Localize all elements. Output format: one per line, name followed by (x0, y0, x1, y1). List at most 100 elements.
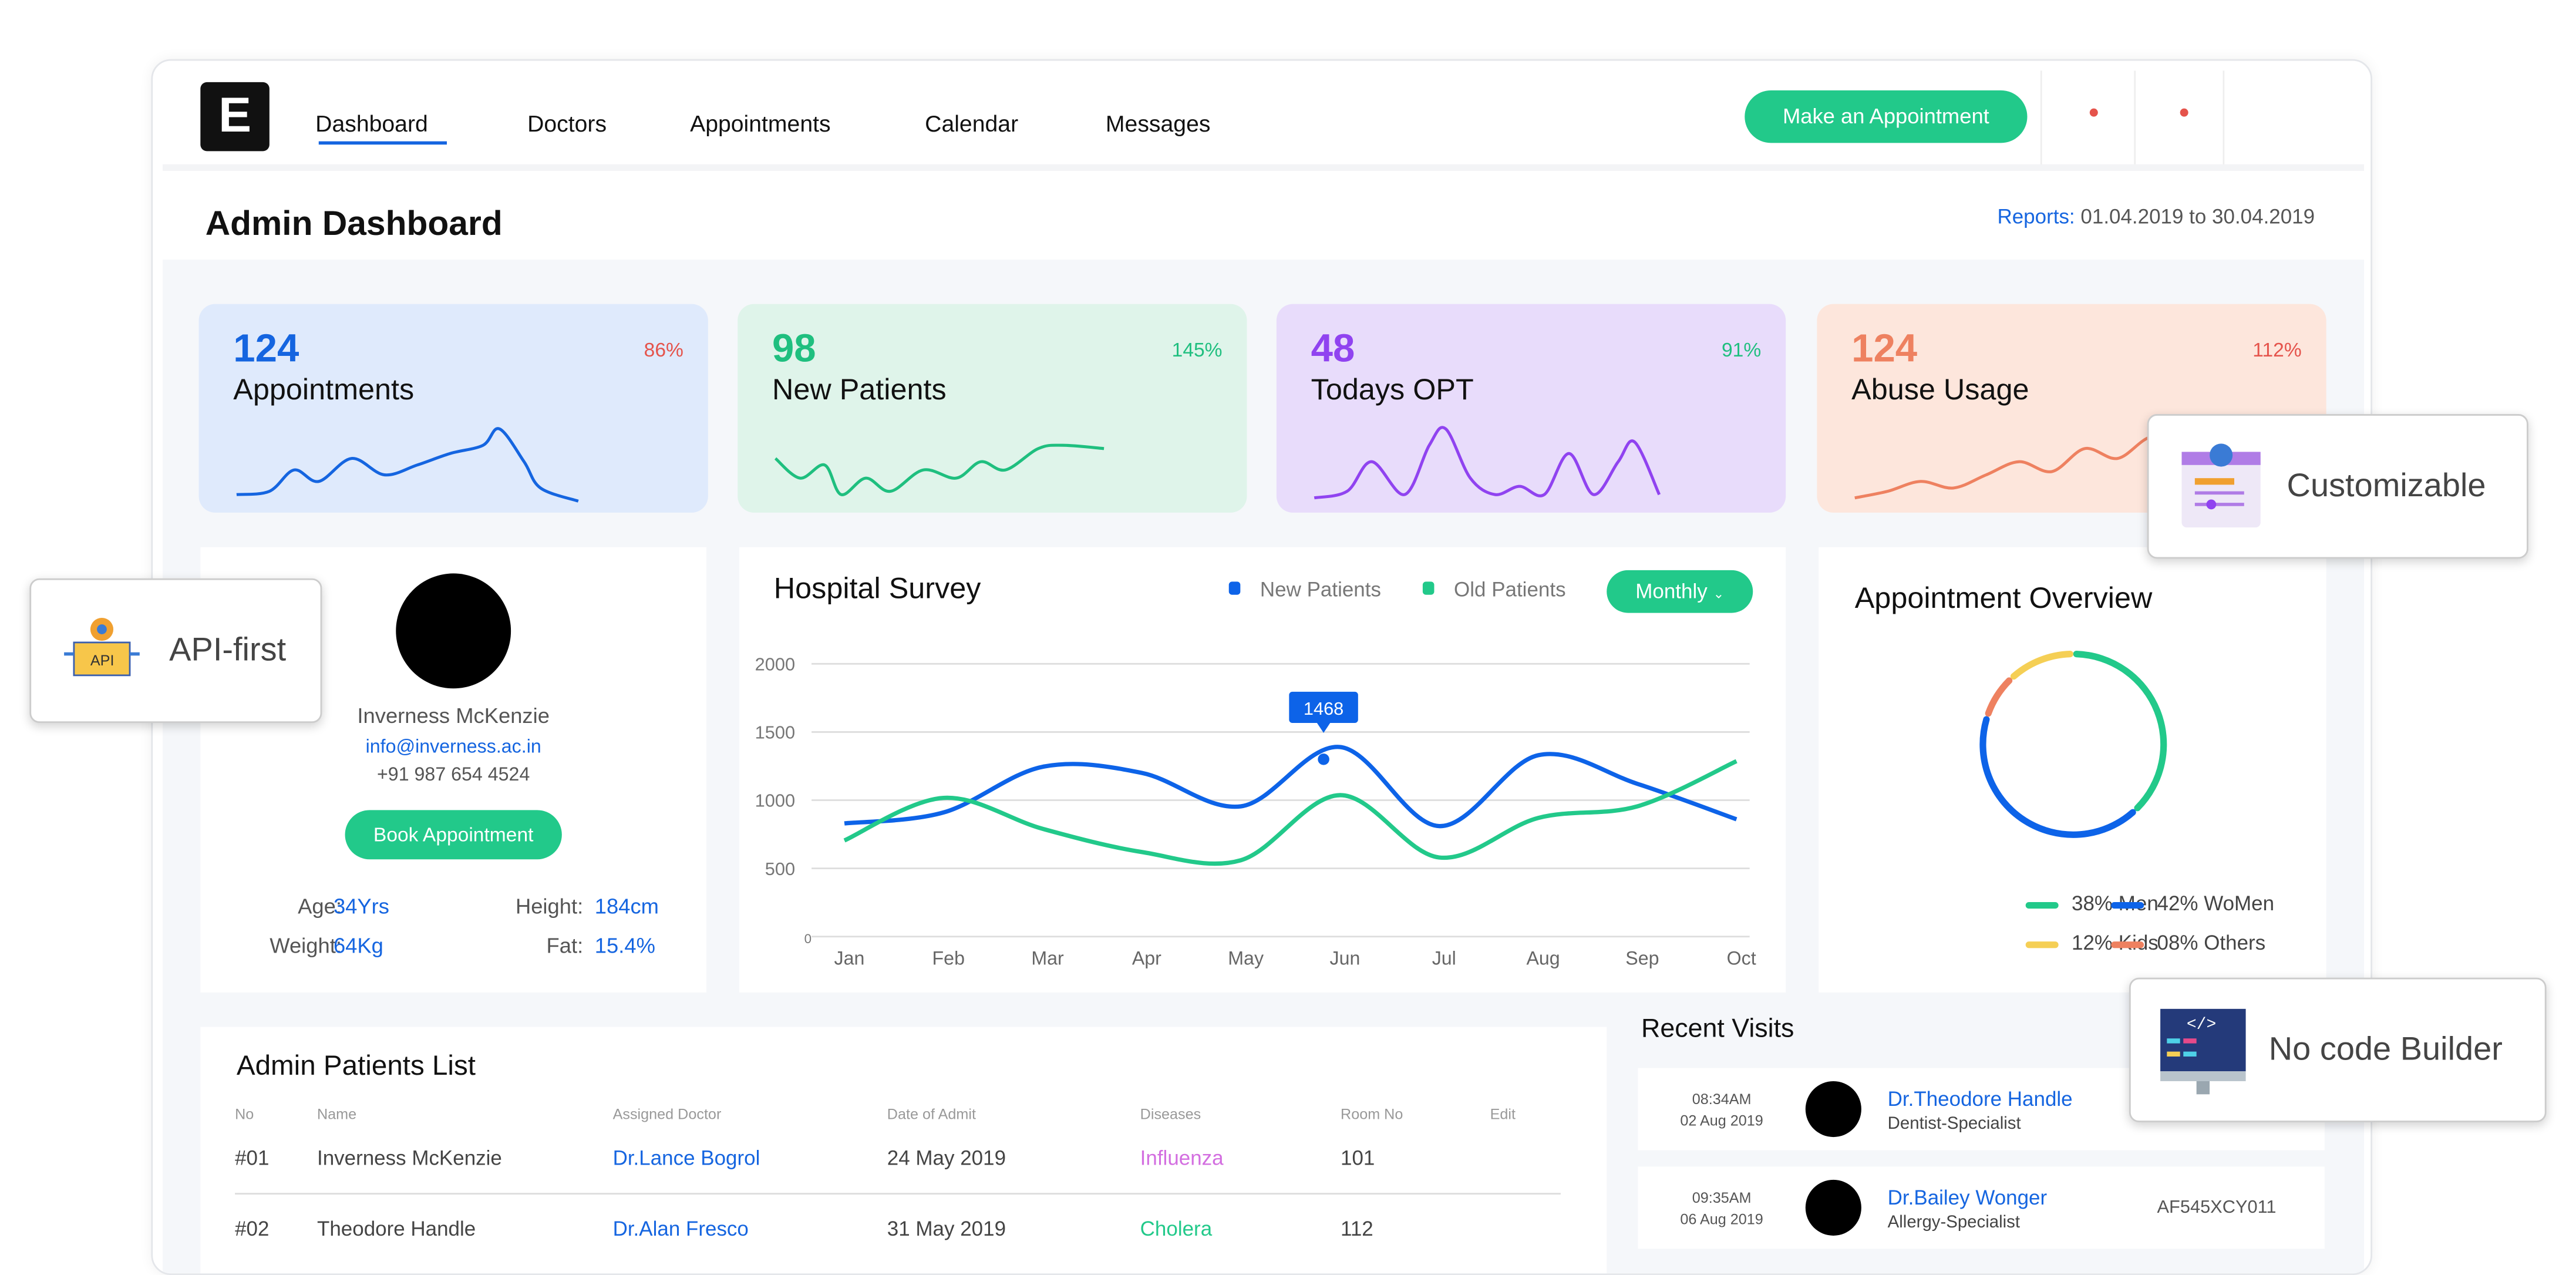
visit-doctor[interactable]: Dr.Theodore Handle (1887, 1088, 2073, 1111)
profile-phone: +91 987 654 4524 (377, 765, 530, 786)
sparkline (1854, 435, 2184, 500)
x-tick-label: Jun (1330, 947, 1361, 968)
stat-label: Appointments (233, 373, 415, 406)
height-label: Height: (515, 894, 584, 919)
column-header: Name (316, 1105, 357, 1122)
cell-room: 101 (1341, 1146, 1375, 1170)
code-monitor-icon: </> (2160, 1008, 2246, 1095)
appointment-overview-card: Appointment Overview 38% Men42% WoMen12%… (1819, 547, 2326, 993)
nav-dashboard[interactable]: Dashboard (315, 110, 428, 137)
cell-date: 24 May 2019 (887, 1146, 1006, 1170)
divider (2223, 70, 2225, 166)
reports-label: Reports: (1997, 205, 2075, 228)
notification-icon[interactable] (2089, 108, 2098, 117)
stat-change: 91% (1722, 338, 1762, 362)
sparkline (1314, 426, 1661, 500)
message-icon[interactable] (2180, 108, 2188, 117)
visit-time: 08:34AM (1692, 1091, 1752, 1108)
data-point (1736, 761, 1737, 762)
profile-email[interactable]: info@inverness.ac.in (365, 738, 541, 758)
api-first-label: API-first (169, 633, 287, 669)
donut-chart (1979, 651, 2167, 838)
overview-legend-item: 42% WoMen (2111, 892, 2274, 915)
visit-doctor[interactable]: Dr.Bailey Wonger (1887, 1186, 2048, 1210)
y-tick-label: 500 (765, 859, 795, 879)
period-dropdown[interactable]: Monthly ⌄ (1607, 570, 1753, 613)
svg-text:</>: </> (2187, 1015, 2216, 1034)
legend-old-patients: Old Patients (1454, 578, 1566, 601)
x-tick-label: May (1228, 947, 1264, 968)
no-code-builder-badge: </> No code Builder (2129, 977, 2547, 1122)
stat-change: 145% (1171, 338, 1223, 362)
cell-room: 112 (1341, 1217, 1373, 1241)
divider (2134, 70, 2136, 166)
tooltip-pointer (1316, 723, 1331, 733)
cell-disease: Cholera (1140, 1217, 1213, 1241)
cell-doctor[interactable]: Dr.Lance Bogrol (612, 1146, 760, 1170)
cell-doctor[interactable]: Dr.Alan Fresco (612, 1217, 749, 1241)
customizable-badge: Customizable (2147, 414, 2528, 559)
nav-appointments[interactable]: Appointments (690, 110, 831, 137)
api-first-badge: API API-first (29, 578, 322, 724)
cell-no: #01 (235, 1146, 270, 1170)
book-appointment-button[interactable]: Book Appointment (345, 810, 562, 860)
data-point (1637, 806, 1638, 807)
tooltip (1289, 691, 1358, 724)
cell-name: Inverness McKenzie (316, 1146, 502, 1170)
donut-slice (2073, 651, 2167, 812)
stat-value: 98 (772, 327, 816, 372)
x-tick-label: Aug (1526, 947, 1560, 968)
fat-label: Fat: (546, 933, 584, 958)
highlight-point[interactable] (1318, 753, 1329, 765)
x-tick-label: Mar (1031, 947, 1064, 968)
visit-date: 06 Aug 2019 (1680, 1210, 1763, 1227)
legend-new-patients: New Patients (1260, 578, 1381, 601)
cell-no: #02 (235, 1217, 270, 1241)
series-line (844, 745, 1737, 829)
weight-label: Weight: (270, 933, 342, 958)
cell-date: 31 May 2019 (887, 1217, 1006, 1241)
x-tick-label: Jul (1432, 947, 1456, 968)
visit-specialty: Dentist-Specialist (1887, 1113, 2021, 1134)
donut-slice (1979, 716, 2136, 838)
y-tick-label: 1500 (755, 722, 795, 743)
stat-card[interactable]: 48 Todays OPT 91% (1276, 304, 1786, 513)
reports-range[interactable]: 01.04.2019 to 30.04.2019 (2080, 205, 2315, 228)
legend-swatch (2025, 901, 2059, 909)
overview-legend-item: 08% Others (2111, 931, 2265, 955)
legend-label: 42% WoMen (2157, 892, 2275, 916)
survey-title: Hospital Survey (773, 571, 981, 605)
column-header: Diseases (1140, 1105, 1201, 1122)
cell-name: Theodore Handle (316, 1217, 476, 1241)
legend-dot-new (1228, 581, 1241, 595)
x-tick-label: Sep (1625, 947, 1659, 968)
period-value: Monthly (1635, 580, 1708, 603)
series-line (843, 759, 1737, 866)
data-point (1637, 783, 1638, 784)
visit-item[interactable]: 09:35AM 06 Aug 2019 Dr.Bailey Wonger All… (1638, 1166, 2325, 1249)
no-code-builder-label: No code Builder (2268, 1032, 2503, 1068)
y-tick-label: 1000 (755, 790, 795, 811)
stat-card[interactable]: 124 Appointments 86% (198, 304, 708, 513)
nav-messages[interactable]: Messages (1105, 110, 1211, 137)
patients-list-card: Admin Patients List No Name Assigned Docto… (200, 1027, 1607, 1274)
stat-card[interactable]: 98 New Patients 145% (738, 304, 1247, 513)
visit-specialty: Allergy-Specialist (1887, 1212, 2020, 1233)
stat-change: 86% (644, 338, 683, 362)
weight-value: 64Kg (333, 933, 383, 958)
x-tick-label: Feb (932, 947, 965, 968)
nav-calendar[interactable]: Calendar (925, 110, 1019, 137)
avatar (1805, 1081, 1861, 1138)
donut-slice (2010, 651, 2074, 680)
legend-dot-old (1422, 581, 1435, 595)
visit-code: AF545XCY011 (2157, 1197, 2277, 1218)
make-appointment-button[interactable]: Make an Appointment (1745, 90, 2028, 143)
nav-doctors[interactable]: Doctors (527, 110, 607, 137)
column-header: Edit (1490, 1105, 1516, 1122)
x-tick-label: Oct (1727, 947, 1756, 968)
data-point (1736, 819, 1737, 820)
hospital-survey-card: Hospital Survey New Patients Old Patient… (739, 547, 1786, 993)
visit-time: 09:35AM (1692, 1189, 1752, 1206)
avatar (1805, 1179, 1861, 1236)
sparkline (236, 427, 579, 503)
